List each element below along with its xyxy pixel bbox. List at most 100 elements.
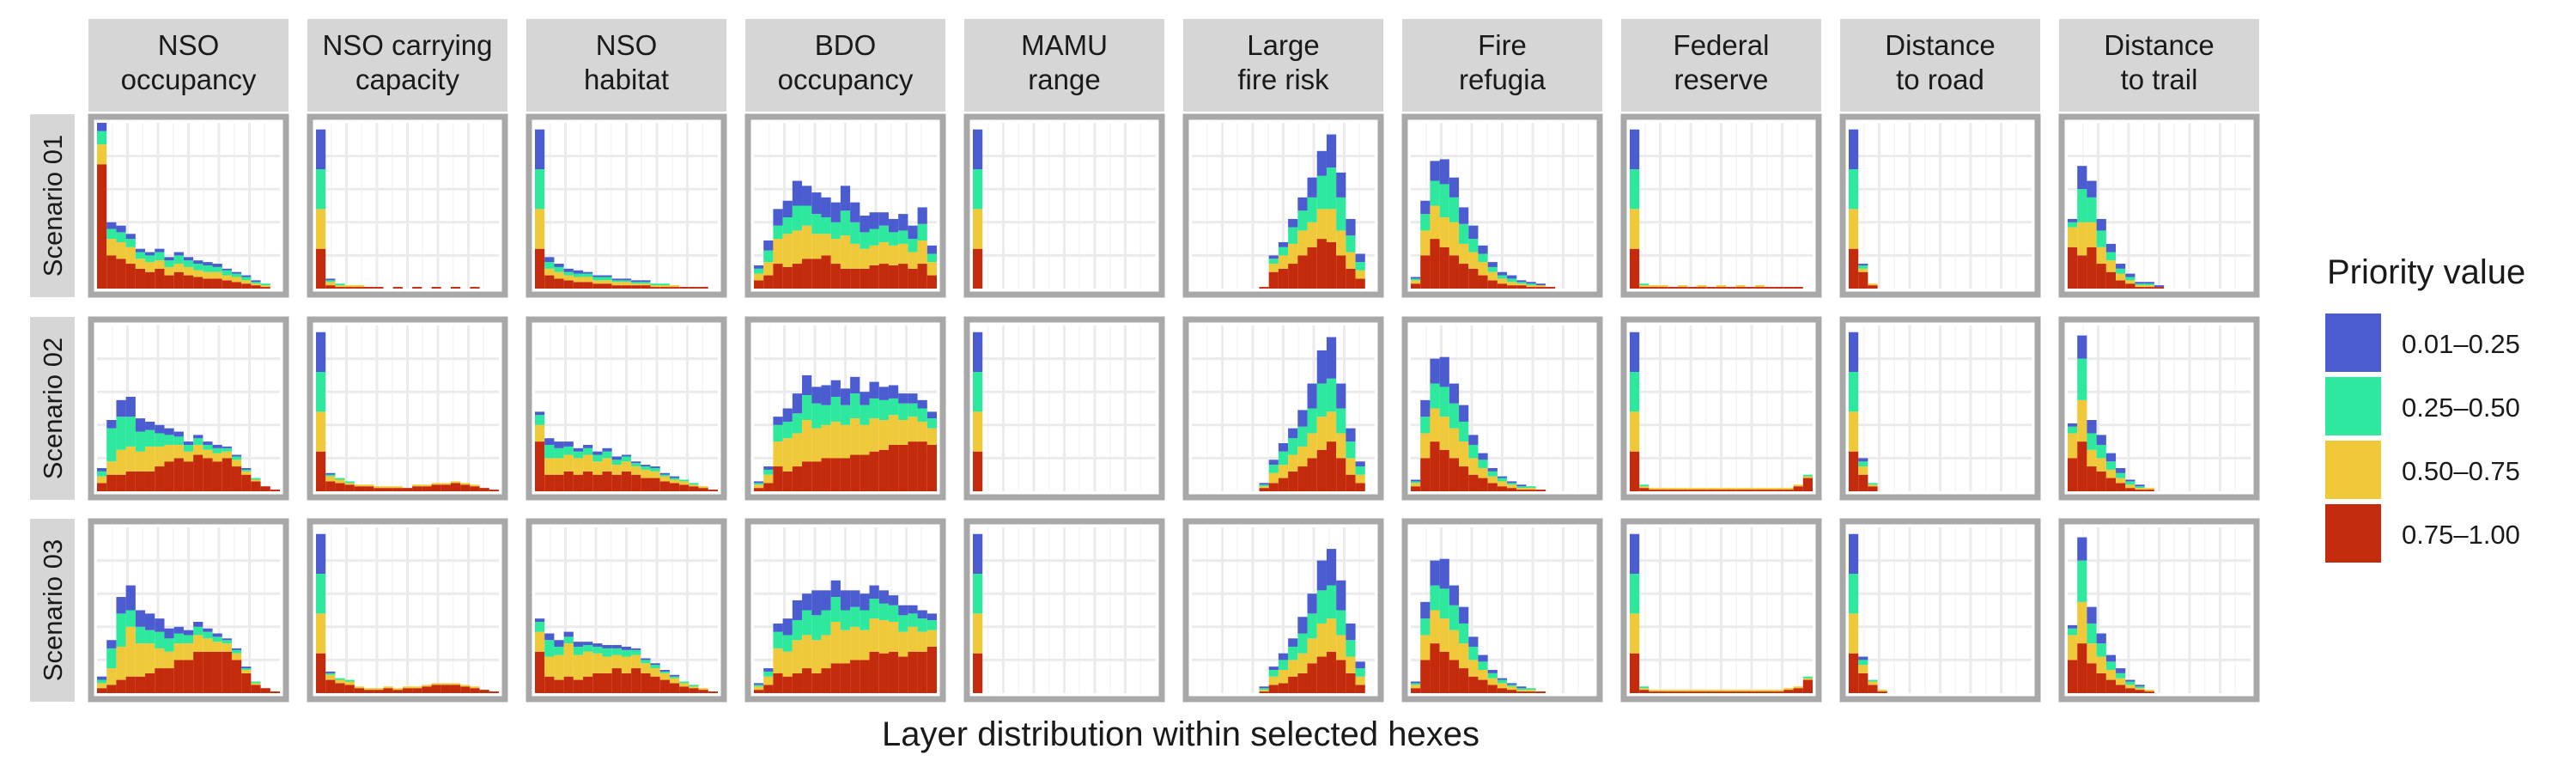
histogram-bar-segment [2077,166,2087,190]
histogram-bar-segment [544,262,555,269]
histogram-bar-segment [145,643,155,673]
histogram-bar-segment [1259,287,1269,289]
histogram-bar-segment [1497,683,1508,689]
histogram-bar-segment [183,461,194,491]
histogram-bar-segment [1420,458,1431,491]
histogram-bar-segment [212,461,222,491]
histogram-bar-segment [1526,691,1536,693]
histogram-bar-segment [1516,486,1527,489]
histogram-bar-segment [422,486,432,491]
histogram-bar-segment [811,214,822,234]
histogram-bar-segment [2125,688,2136,693]
histogram-bar-segment [1420,214,1431,231]
histogram-bar-segment [2116,264,2126,269]
histogram-bar-segment [364,486,374,491]
histogram-bar-segment [908,441,918,491]
histogram-bar-segment [1526,490,1536,491]
histogram-bar-segment [364,690,374,693]
histogram-bar-segment [116,449,126,475]
histogram-bar-segment [840,663,851,693]
histogram-bar-segment [1497,476,1508,478]
histogram-bar-segment [231,460,242,467]
histogram-bar-segment [260,285,270,288]
histogram-bar-segment [1468,458,1479,475]
histogram-bar-segment [2116,678,2126,685]
histogram-bar-segment [1639,488,1649,491]
histogram-bar-segment [650,287,660,289]
histogram-bar-segment [1468,268,1479,289]
histogram-bar-segment [145,271,155,289]
histogram-bar-segment [1268,483,1279,491]
histogram-bar-segment [2125,681,2136,685]
histogram-bar-segment [2068,624,2078,629]
histogram-bar-segment [1430,161,1440,181]
histogram-bar-segment [1516,490,1527,491]
histogram-bar-segment [1268,255,1279,259]
histogram-bar-segment [1439,184,1449,218]
histogram-bar-segment [1516,686,1527,689]
histogram-bar-segment [392,287,403,289]
histogram-bar-segment [973,574,983,614]
histogram-bar-segment [2105,243,2117,253]
histogram-bar-segment [973,209,983,249]
histogram-bar-segment [364,287,374,289]
panel-border [1182,518,1384,703]
histogram-bar-segment [316,411,326,452]
histogram-bar-segment [2077,441,2087,491]
histogram-bar-segment [782,421,793,439]
column-strip-background [1621,19,1821,112]
histogram-bar-segment [754,683,764,685]
histogram-bar-segment [621,456,632,462]
histogram-bar-segment [840,210,851,236]
histogram-bar-segment [1468,435,1479,445]
histogram-bar-segment [917,631,927,652]
histogram-bar-segment [1497,486,1508,491]
histogram-bar-segment [1326,585,1337,619]
histogram-bar-segment [1487,483,1498,491]
histogram-bar-segment [840,388,851,405]
histogram-bar-segment [782,438,793,472]
facet-panel [1401,316,1603,501]
histogram-bar-segment [1411,683,1421,685]
histogram-bar-segment [631,649,641,655]
histogram-bar-segment [1288,471,1298,491]
histogram-bar-segment [1507,686,1517,691]
histogram-bar-segment [1507,278,1517,283]
histogram-bar-segment [1268,465,1279,473]
histogram-bar-segment [592,283,603,289]
histogram-bar-segment [1259,484,1269,487]
histogram-bar-segment [583,454,593,472]
histogram-bar-segment [573,646,584,655]
histogram-bar-segment [2096,435,2106,445]
histogram-bar-segment [1849,653,1859,693]
histogram-bar-segment [2105,260,2117,272]
histogram-bar-segment [583,271,593,274]
histogram-bar-segment [773,264,783,289]
histogram-bar-segment [631,654,641,669]
histogram-bar-segment [1487,476,1498,484]
legend-swatch [2325,313,2381,372]
histogram-bar-segment [251,683,261,685]
histogram-bar-segment [830,580,841,598]
histogram-bar-segment [2087,420,2097,434]
histogram-bar-segment [374,486,384,489]
histogram-bar-segment [231,660,242,693]
histogram-bar-segment [782,676,793,693]
histogram-bar-segment [850,660,860,693]
column-strip-label: fire risk [1237,64,1329,95]
histogram-bar-segment [592,474,603,491]
histogram-bar-segment [135,431,146,452]
histogram-bar-segment [1697,488,1707,490]
histogram-bar-segment [1774,691,1784,693]
histogram-bar-segment [554,679,564,693]
histogram-bar-segment [669,483,680,491]
histogram-bar-segment [631,648,641,650]
histogram-bar-segment [917,207,927,224]
histogram-bar-segment [1754,490,1765,491]
histogram-bar-segment [251,685,261,693]
histogram-bar-segment [2125,488,2136,491]
histogram-bar-segment [241,666,252,669]
histogram-bar-segment [2105,469,2117,478]
